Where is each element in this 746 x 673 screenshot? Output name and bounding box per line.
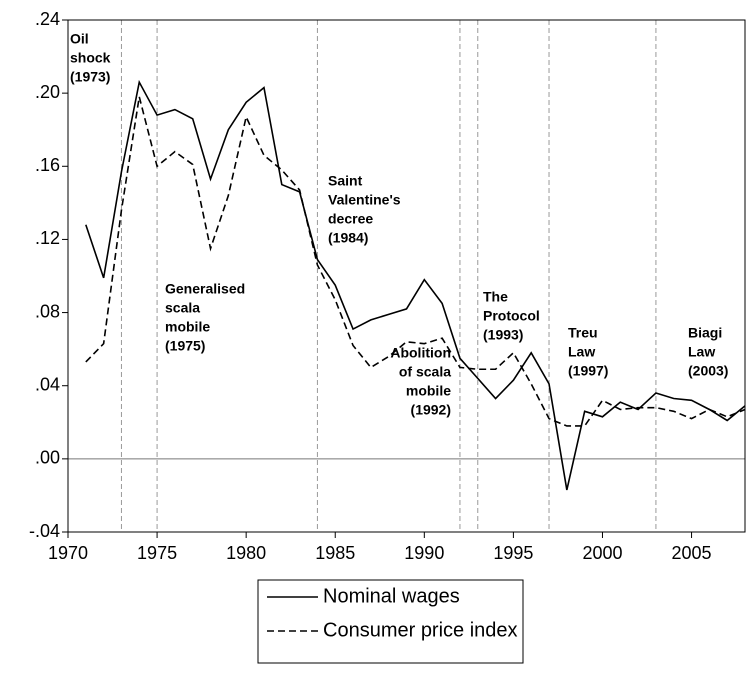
annotation: Protocol [483, 308, 540, 324]
legend-box [257, 579, 524, 664]
annotation: (1997) [568, 363, 608, 379]
x-tick-label: 2000 [582, 543, 622, 563]
x-tick-label: 1990 [404, 543, 444, 563]
annotation: Valentine's [328, 192, 401, 208]
annotation: (1973) [70, 69, 110, 85]
annotation: mobile [165, 319, 210, 335]
annotation: (1992) [411, 402, 451, 418]
annotation: (2003) [688, 363, 728, 379]
y-tick-label: .20 [35, 82, 60, 102]
annotation: Oil [70, 31, 89, 47]
x-tick-label: 1970 [48, 543, 88, 563]
y-tick-label: -.04 [29, 521, 60, 541]
x-tick-label: 1980 [226, 543, 266, 563]
annotation: (1993) [483, 327, 523, 343]
x-tick-label: 1985 [315, 543, 355, 563]
legend-label: Consumer price index [323, 619, 518, 641]
annotation: Law [568, 344, 595, 360]
plot-frame [67, 19, 746, 533]
legend-label: Nominal wages [323, 585, 460, 607]
y-tick-label: .16 [35, 155, 60, 175]
annotation: Generalised [165, 281, 245, 297]
y-tick-label: .24 [35, 9, 60, 29]
y-tick-label: .00 [35, 448, 60, 468]
annotation: Saint [328, 173, 363, 189]
annotation: The [483, 289, 508, 305]
x-tick-label: 1975 [137, 543, 177, 563]
series-line [85, 79, 746, 491]
x-tick-label: 1995 [493, 543, 533, 563]
annotation: (1975) [165, 338, 205, 354]
annotation: of scala [399, 364, 451, 380]
annotation: Treu [568, 325, 598, 341]
annotation: Biagi [688, 325, 722, 341]
y-tick-label: .08 [35, 301, 60, 321]
annotation: Law [688, 344, 715, 360]
series-line [85, 96, 746, 427]
annotation: shock [70, 50, 111, 66]
annotation: scala [165, 300, 200, 316]
annotation: (1984) [328, 230, 368, 246]
annotation: decree [328, 211, 373, 227]
annotation: mobile [406, 383, 451, 399]
annotation: Abolition [390, 345, 451, 361]
x-tick-label: 2005 [672, 543, 712, 563]
y-tick-label: .12 [35, 228, 60, 248]
y-tick-label: .04 [35, 374, 60, 394]
